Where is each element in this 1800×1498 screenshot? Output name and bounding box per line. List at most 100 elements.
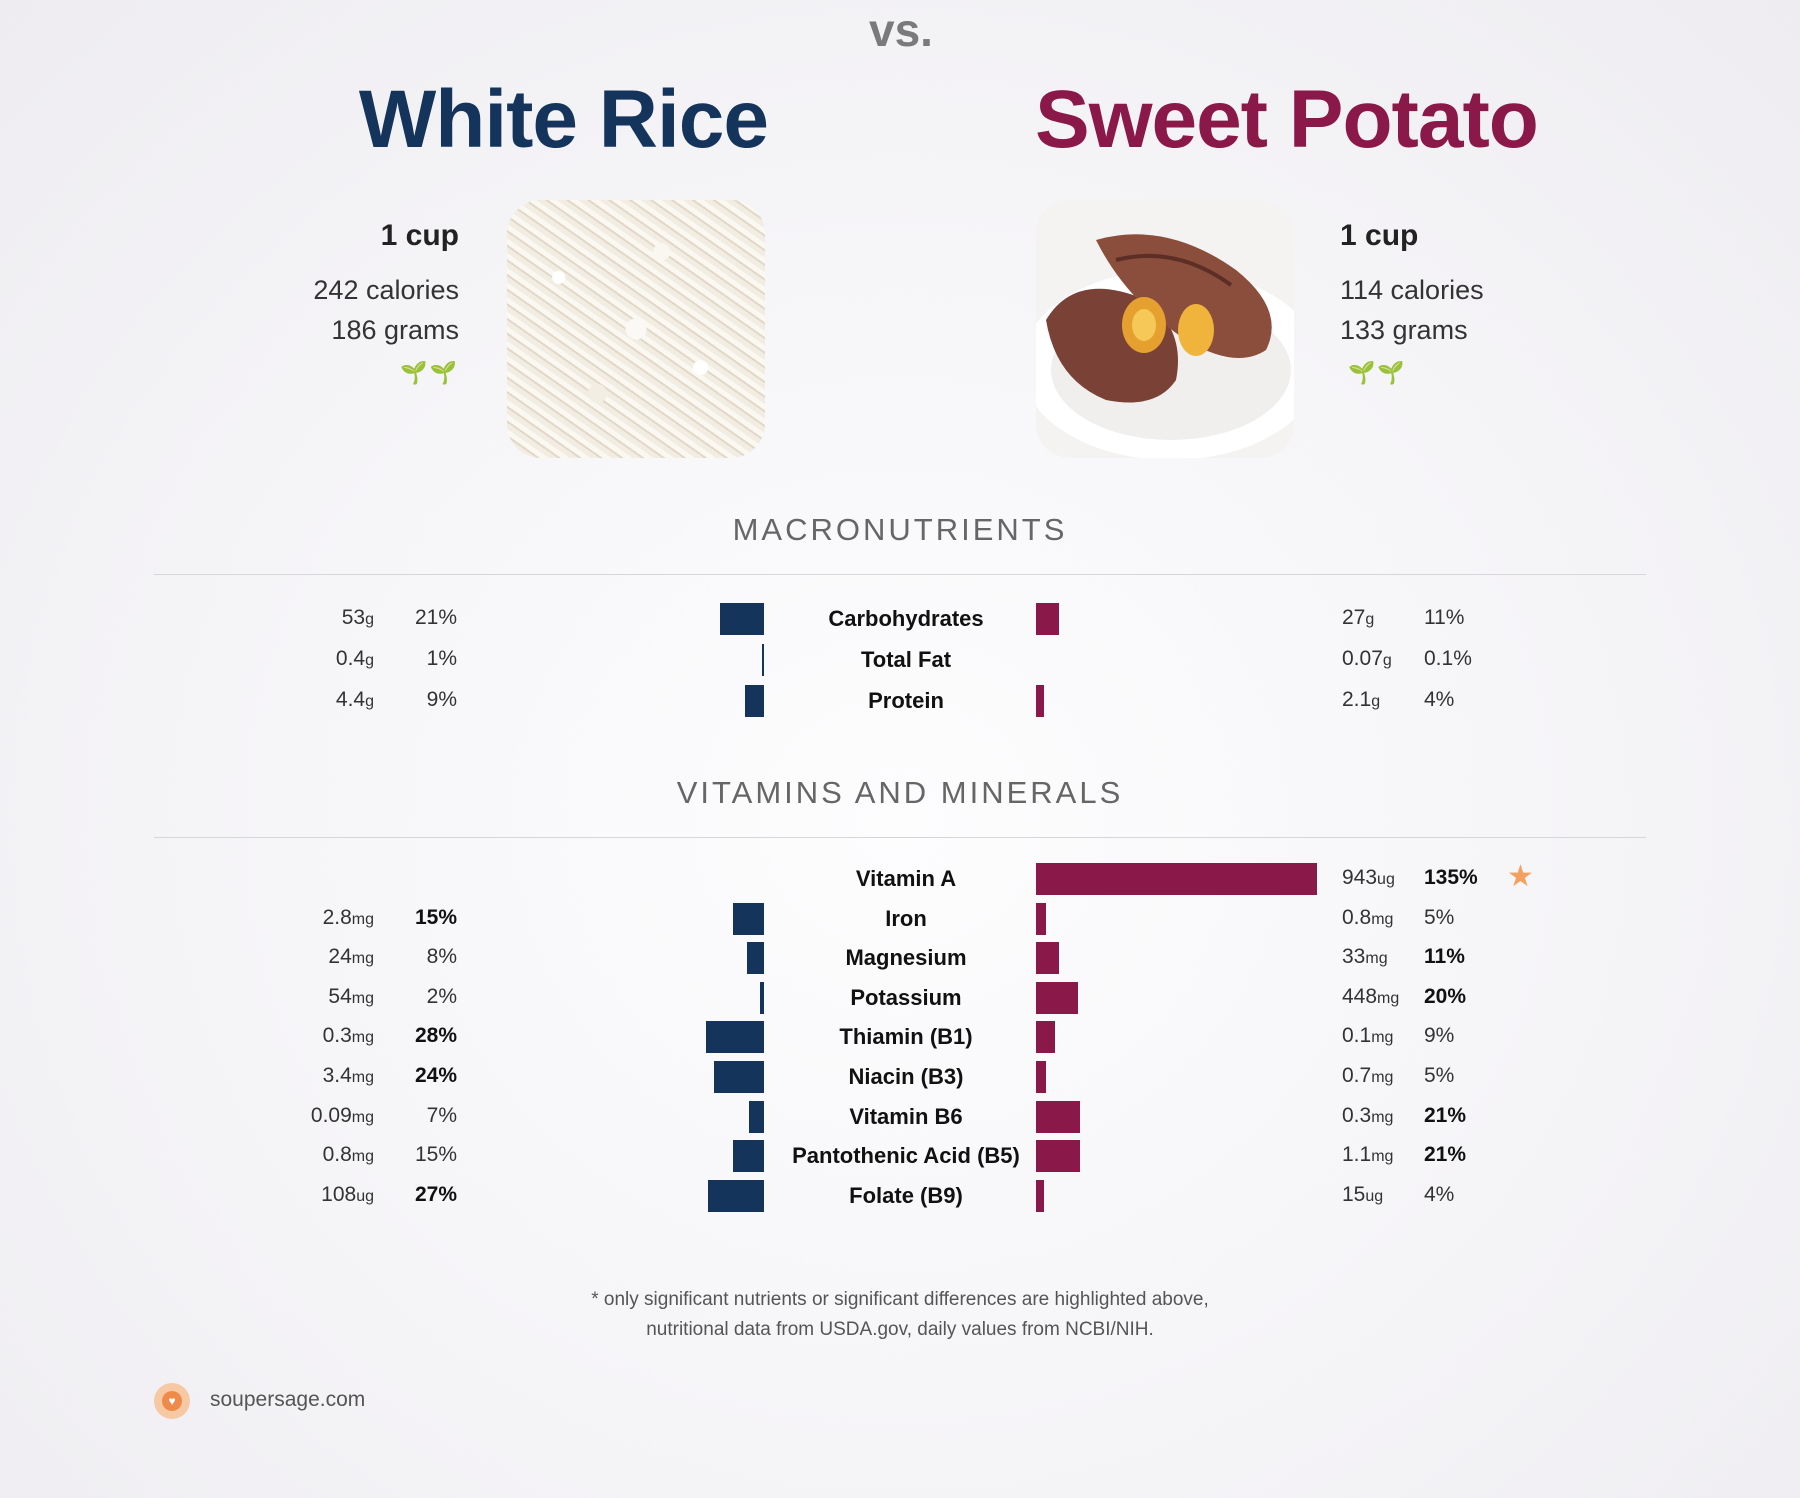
left-bar	[759, 981, 764, 1014]
nutrient-label: Protein	[868, 688, 944, 713]
right-percent: 20%	[1424, 984, 1467, 1008]
nutrient-label: Niacin (B3)	[848, 1064, 964, 1089]
white-rice-photo	[507, 200, 765, 458]
right-amount: 448mg	[1342, 984, 1400, 1008]
macronutrients-divider	[154, 574, 1646, 575]
right-percent: 21%	[1424, 1143, 1467, 1167]
vitamins-heading: VITAMINS AND MINERALS	[676, 775, 1124, 810]
nutrient-label: Iron	[885, 905, 927, 931]
right-amount: 27g	[1342, 606, 1375, 629]
right-bar	[1036, 1021, 1055, 1054]
right-bar	[1036, 942, 1059, 975]
right-percent: 9%	[1424, 1024, 1455, 1048]
left-percent: 9%	[426, 688, 457, 711]
left-amount: 24mg	[328, 945, 374, 969]
left-bar	[761, 644, 764, 676]
right-percent: 21%	[1424, 1103, 1467, 1127]
left-bar	[732, 1140, 764, 1173]
right-serving-size: 1 cup	[1340, 219, 1419, 252]
sweet-potato-illustration	[1036, 234, 1294, 458]
right-bar	[1036, 603, 1059, 635]
right-bar	[1036, 981, 1078, 1014]
left-bar	[747, 942, 764, 975]
sweet-potato-photo	[1036, 200, 1294, 458]
left-bar	[749, 1100, 764, 1133]
left-percent: 27%	[414, 1182, 457, 1206]
left-amount: 0.09mg	[310, 1103, 374, 1127]
footnote-line-1: * only significant nutrients or signific…	[591, 1289, 1209, 1310]
left-percent: 28%	[414, 1024, 457, 1048]
nutrient-label: Total Fat	[860, 647, 952, 672]
left-amount: 54mg	[328, 984, 374, 1008]
right-bar	[1036, 1061, 1047, 1093]
nutrient-label: Folate (B9)	[849, 1182, 963, 1208]
right-bar	[1036, 1140, 1080, 1173]
left-bar	[745, 685, 764, 717]
left-bar	[714, 1061, 764, 1093]
vs-label: vs.	[869, 4, 933, 56]
footnote: * only significant nutrients or signific…	[0, 1285, 1800, 1345]
nutrient-label: Potassium	[850, 984, 962, 1010]
right-percent: 5%	[1424, 905, 1455, 929]
right-percent: 4%	[1424, 688, 1455, 711]
left-amount: 53g	[341, 606, 374, 629]
nutrient-label: Vitamin B6	[849, 1103, 963, 1129]
right-nutrition-summary: 114 calories 133 grams	[1340, 270, 1484, 350]
right-bar	[1036, 902, 1047, 935]
left-nutrition-summary: 242 calories 186 grams	[313, 270, 459, 350]
left-amount: 3.4mg	[322, 1064, 374, 1087]
left-calories: 242 calories	[313, 275, 459, 305]
nutrient-label: Carbohydrates	[828, 606, 984, 631]
left-percent: 24%	[414, 1064, 457, 1087]
left-percent: 21%	[414, 606, 457, 629]
right-percent: 11%	[1424, 945, 1465, 969]
left-percent: 1%	[426, 647, 457, 670]
left-bar	[707, 1179, 764, 1212]
right-amount: 2.1g	[1342, 688, 1381, 711]
right-food-title: Sweet Potato	[1035, 74, 1539, 165]
vitamins-divider	[154, 837, 1646, 838]
left-percent: 2%	[426, 984, 457, 1008]
right-amount: 0.07g	[1342, 647, 1392, 670]
left-percent: 15%	[414, 905, 457, 929]
left-amount: 4.4g	[335, 688, 374, 711]
right-percent: 135%	[1424, 866, 1478, 889]
left-food-title: White Rice	[358, 74, 769, 165]
logo-heart-icon: ♥	[162, 1391, 182, 1411]
left-amount: 0.4g	[335, 647, 374, 670]
right-amount: 1.1mg	[1342, 1143, 1394, 1167]
site-link[interactable]: soupersage.com	[210, 1388, 366, 1411]
left-bar	[720, 603, 764, 635]
left-bar	[705, 1021, 764, 1054]
sprout-icon: 🌱🌱	[400, 360, 459, 385]
left-serving-size: 1 cup	[380, 219, 459, 252]
right-amount: 0.1mg	[1342, 1024, 1394, 1048]
nutrient-label: Thiamin (B1)	[839, 1024, 973, 1050]
right-percent: 0.1%	[1424, 647, 1472, 670]
right-grams: 133 grams	[1340, 315, 1468, 345]
left-grams: 186 grams	[331, 315, 459, 345]
star-icon: ★	[1507, 860, 1534, 893]
left-amount: 0.8mg	[322, 1143, 374, 1167]
footnote-line-2: nutritional data from USDA.gov, daily va…	[646, 1319, 1154, 1340]
left-amount: 0.3mg	[322, 1024, 374, 1048]
right-percent: 11%	[1424, 606, 1465, 629]
soupersage-logo-icon: ♥	[154, 1383, 190, 1419]
right-amount: 0.7mg	[1342, 1064, 1394, 1087]
right-serving: 1 cup	[1340, 216, 1418, 256]
left-percent: 7%	[426, 1103, 457, 1127]
right-bar	[1036, 1100, 1080, 1133]
right-amount: 15ug	[1342, 1182, 1384, 1206]
right-amount: 943ug	[1342, 866, 1395, 889]
left-percent: 8%	[426, 945, 457, 969]
right-amount: 0.8mg	[1342, 905, 1394, 929]
nutrient-label: Magnesium	[845, 945, 967, 971]
left-serving: 1 cup	[381, 216, 459, 256]
right-bar	[1036, 685, 1045, 717]
left-bar	[732, 902, 764, 935]
right-percent: 5%	[1424, 1064, 1455, 1087]
right-bar	[1036, 1179, 1045, 1212]
macronutrients-heading: MACRONUTRIENTS	[732, 512, 1068, 547]
right-percent: 4%	[1424, 1182, 1455, 1206]
right-amount: 0.3mg	[1342, 1103, 1394, 1127]
